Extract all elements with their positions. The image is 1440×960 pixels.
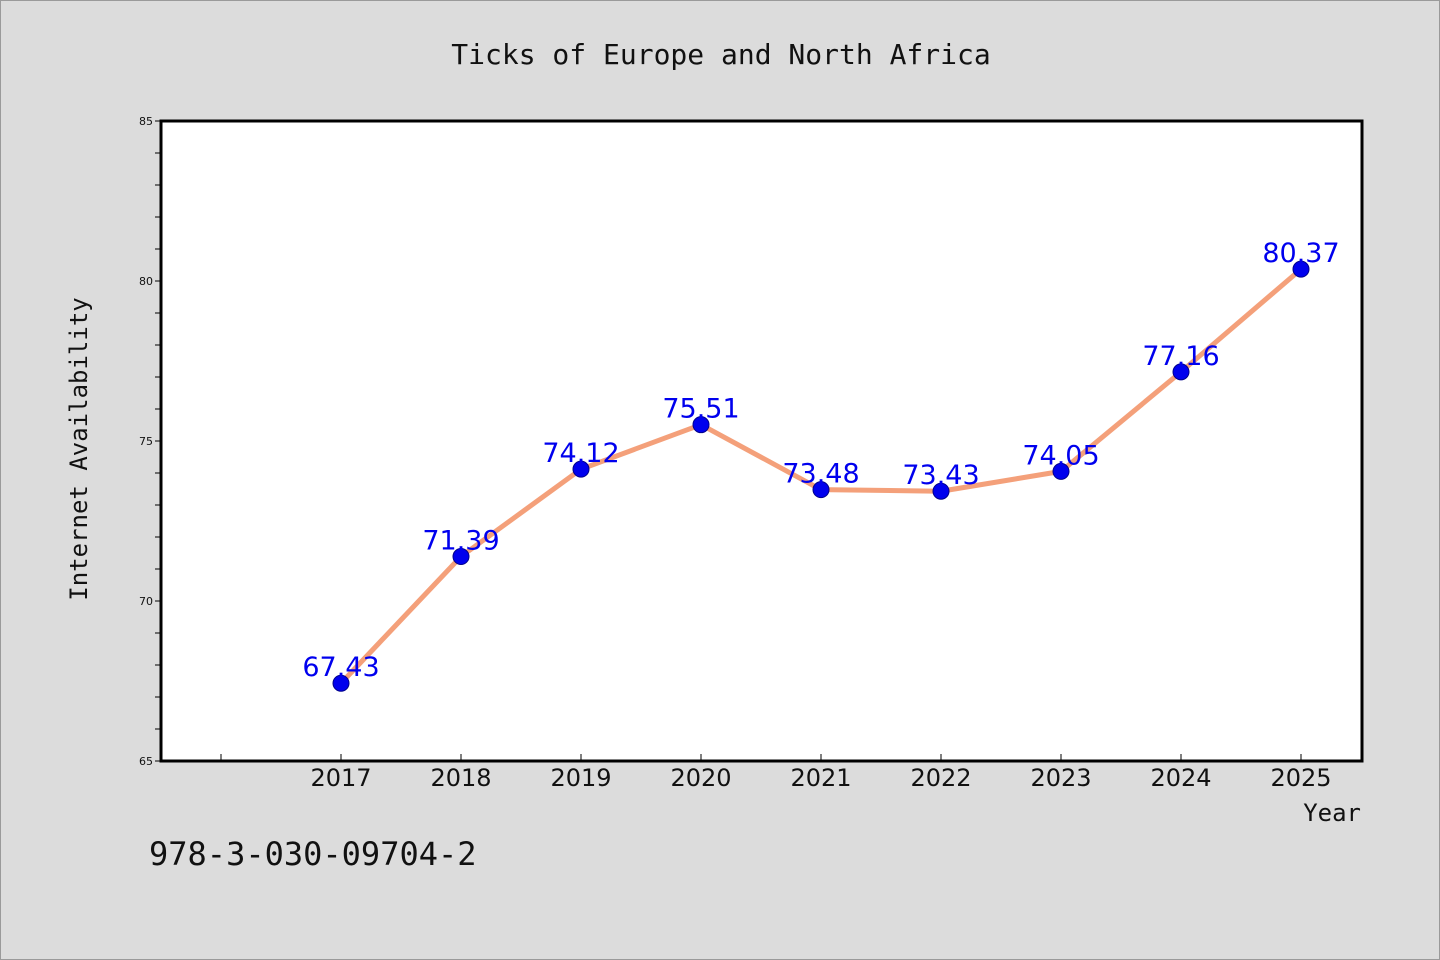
data-label: 74.12 [542, 438, 619, 469]
y-tick-label: 65 [139, 755, 153, 768]
data-label: 73.43 [902, 460, 979, 491]
y-axis: 65 70 75 80 85 [139, 115, 161, 768]
data-label: 80.37 [1262, 238, 1339, 269]
data-point [812, 481, 830, 499]
data-label: 73.48 [782, 459, 859, 490]
x-tick-label: 2022 [910, 764, 971, 792]
data-label: 67.43 [302, 652, 379, 683]
y-tick-label: 75 [139, 435, 153, 448]
y-axis-label: Internet Availability [65, 297, 93, 600]
y-tick-label: 80 [139, 275, 153, 288]
y-tick-label: 70 [139, 595, 153, 608]
x-tick-label: 2020 [670, 764, 731, 792]
x-tick-label: 2023 [1030, 764, 1091, 792]
plot-frame [159, 119, 1364, 763]
y-tick-label: 85 [139, 115, 153, 128]
data-label: 77.16 [1142, 341, 1219, 372]
x-axis-label: Year [1303, 799, 1361, 827]
data-point [1172, 363, 1190, 381]
data-label: 71.39 [422, 526, 499, 557]
data-point [692, 416, 710, 434]
x-axis: 2017 2018 2019 2020 2021 2022 2023 2024 2025 [220, 754, 1332, 792]
x-tick-label: 2025 [1270, 764, 1331, 792]
x-tick-label: 2024 [1150, 764, 1211, 792]
data-point [572, 460, 590, 478]
data-label: 75.51 [662, 394, 739, 425]
x-tick-label: 2021 [790, 764, 851, 792]
x-tick-label: 2017 [310, 764, 371, 792]
series: 67.43 71.39 74.12 75.51 73.48 73.43 74.05 77.16… [302, 238, 1340, 692]
data-point [1292, 260, 1310, 278]
footer-identifier: 978-3-030-09704-2 [149, 835, 477, 873]
data-label: 74.05 [1022, 440, 1099, 471]
data-point [1052, 462, 1070, 480]
x-tick-label: 2019 [550, 764, 611, 792]
data-point [932, 482, 950, 500]
data-point [452, 548, 470, 566]
chart-title: Ticks of Europe and North Africa [451, 38, 990, 71]
data-point [332, 674, 350, 692]
plot-area [161, 121, 1362, 761]
x-tick-label: 2018 [430, 764, 491, 792]
